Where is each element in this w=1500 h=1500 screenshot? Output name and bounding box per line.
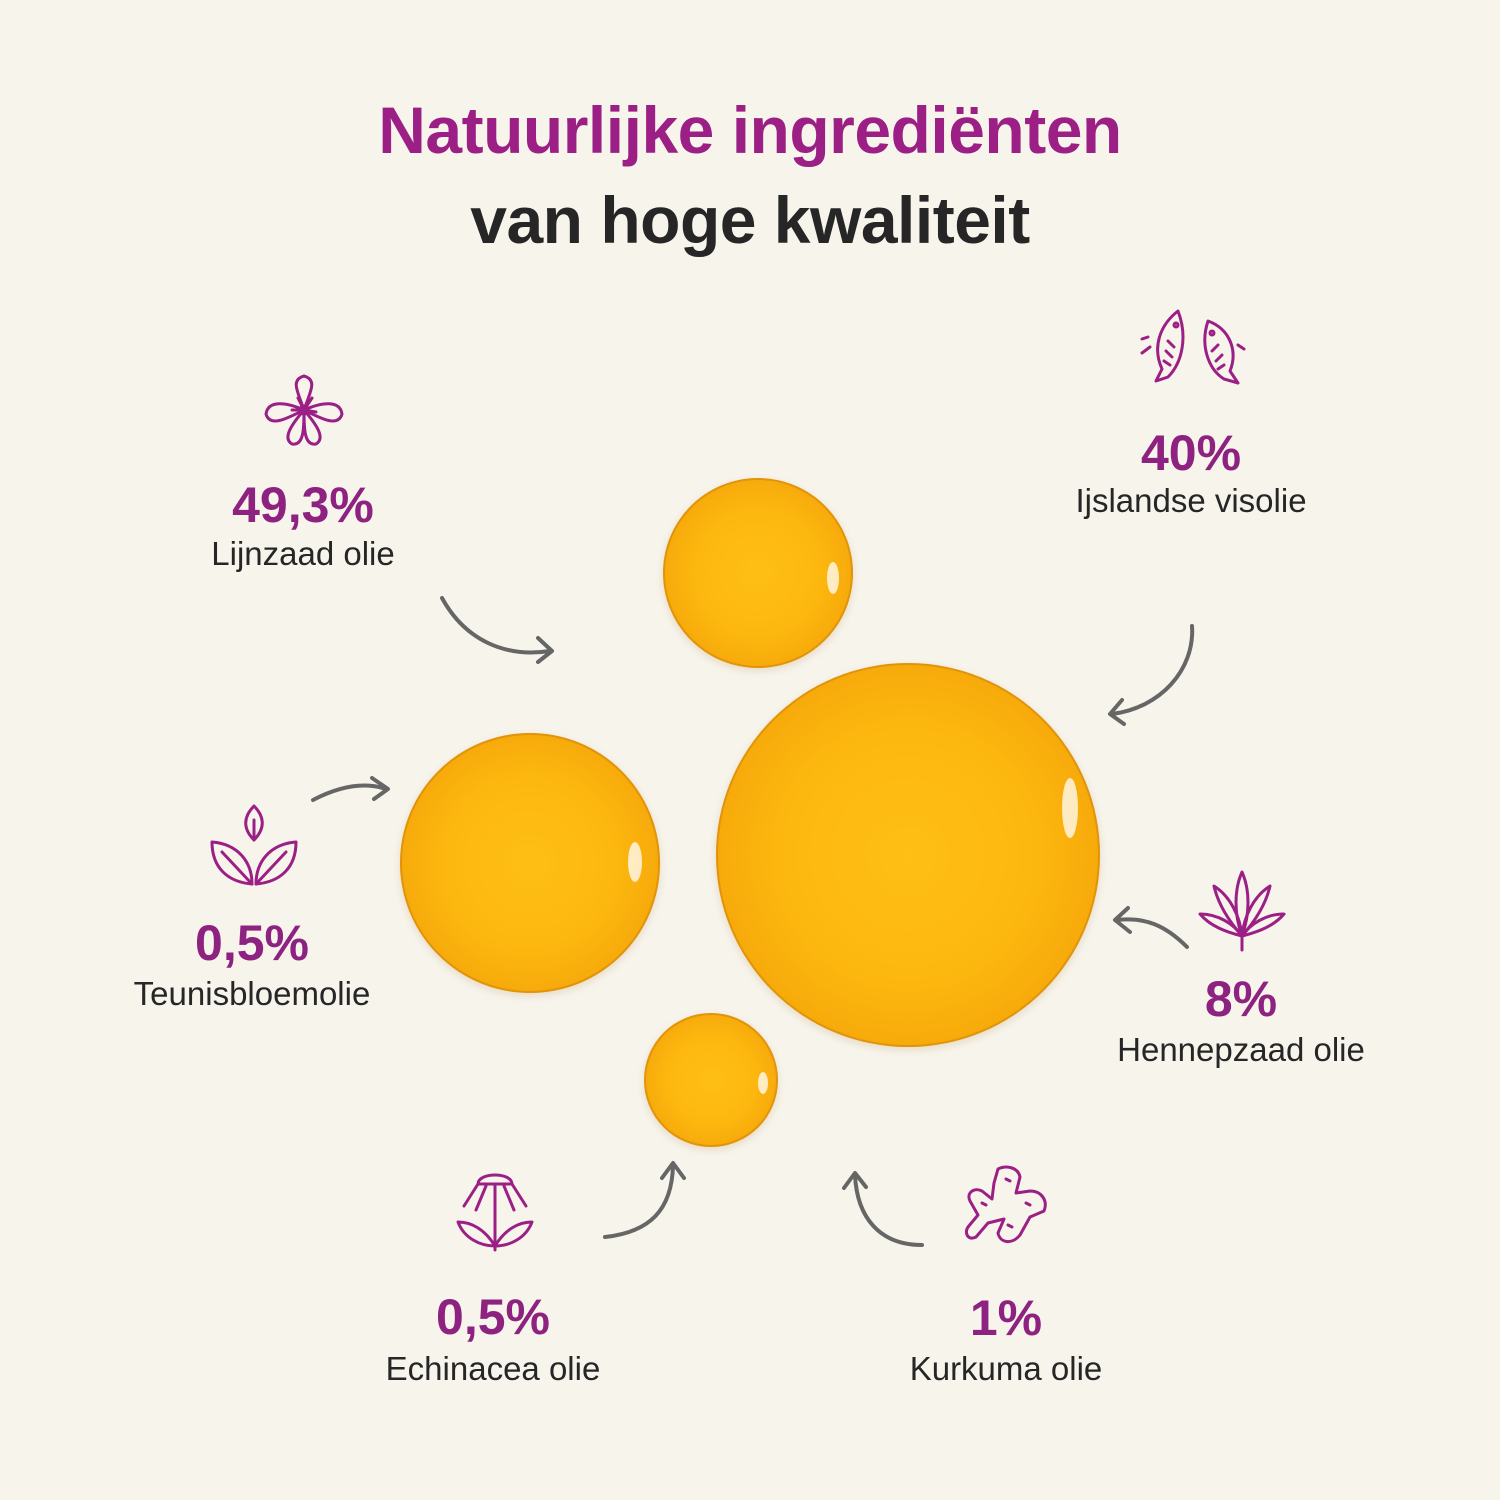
echinacea-icon xyxy=(454,1166,536,1254)
label-lijnzaad: Lijnzaad olie xyxy=(211,535,395,572)
title-line-2: van hoge kwaliteit xyxy=(470,183,1030,257)
arrow-kurkuma xyxy=(853,1173,924,1247)
label-hennepzaad: Hennepzaad olie xyxy=(1117,1031,1365,1068)
oil-drop-left xyxy=(400,733,660,993)
label-visolie: Ijslandse visolie xyxy=(1075,482,1307,519)
arrow-echinacea xyxy=(603,1163,675,1239)
oil-drop-large xyxy=(716,663,1100,1047)
percent-teunisbloem: 0,5% xyxy=(195,915,309,971)
label-teunisbloem: Teunisbloemolie xyxy=(133,975,371,1012)
percent-visolie: 40% xyxy=(1140,425,1242,481)
leaves-icon xyxy=(208,802,300,888)
turmeric-root-icon xyxy=(964,1163,1050,1247)
oil-drop-top xyxy=(663,478,853,668)
percent-lijnzaad: 49,3% xyxy=(232,477,374,533)
hemp-leaf-icon xyxy=(1198,870,1286,952)
title-line-1: Natuurlijke ingrediënten xyxy=(378,93,1122,167)
label-kurkuma: Kurkuma olie xyxy=(909,1350,1103,1387)
arrow-hennepzaad xyxy=(1115,917,1189,949)
arrow-visolie xyxy=(1110,624,1195,716)
percent-hennepzaad: 8% xyxy=(1204,971,1278,1027)
label-echinacea: Echinacea olie xyxy=(385,1350,601,1387)
percent-echinacea: 0,5% xyxy=(436,1289,550,1345)
percent-kurkuma: 1% xyxy=(969,1290,1043,1346)
arrow-teunisbloem xyxy=(311,783,388,802)
flower-icon xyxy=(258,372,350,448)
arrow-lijnzaad xyxy=(440,596,552,655)
fish-icon xyxy=(1138,307,1248,391)
oil-drop-small xyxy=(644,1013,778,1147)
